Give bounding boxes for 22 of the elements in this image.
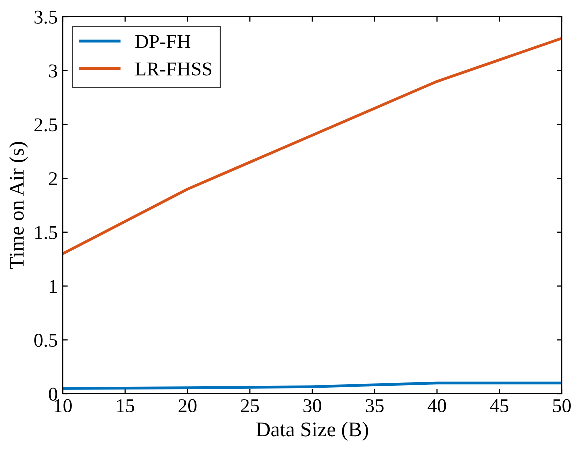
x-tick-label: 10 [54, 399, 72, 413]
y-tick-label: 2.5 [34, 118, 58, 132]
legend-label: LR-FHSS [136, 62, 212, 76]
line-series [63, 37, 562, 256]
x-tick-label: 45 [490, 400, 509, 413]
y-tick-label: 3.5 [34, 10, 58, 24]
x-tick-label: 35 [366, 399, 384, 413]
y-tick-label: 3 [49, 64, 58, 78]
x-tick-label: 30 [304, 399, 322, 413]
y-tick-label: 2 [49, 172, 58, 186]
x-tick-label: 40 [428, 399, 446, 413]
x-axis-title: Data Size (B) [256, 422, 368, 441]
x-tick-label: 50 [553, 399, 571, 413]
y-tick-label: 1.5 [36, 226, 58, 240]
y-tick-label: 0 [49, 388, 58, 401]
x-tick-label: 15 [117, 400, 134, 413]
y-axis-title: Time on Air (s) [9, 142, 28, 270]
x-tick-label: 25 [241, 399, 260, 413]
x-tick-label: 20 [178, 399, 197, 413]
legend-label: DP-FH [136, 35, 191, 48]
y-tick-label: 0.5 [34, 334, 58, 348]
y-tick-label: 1 [50, 280, 57, 294]
